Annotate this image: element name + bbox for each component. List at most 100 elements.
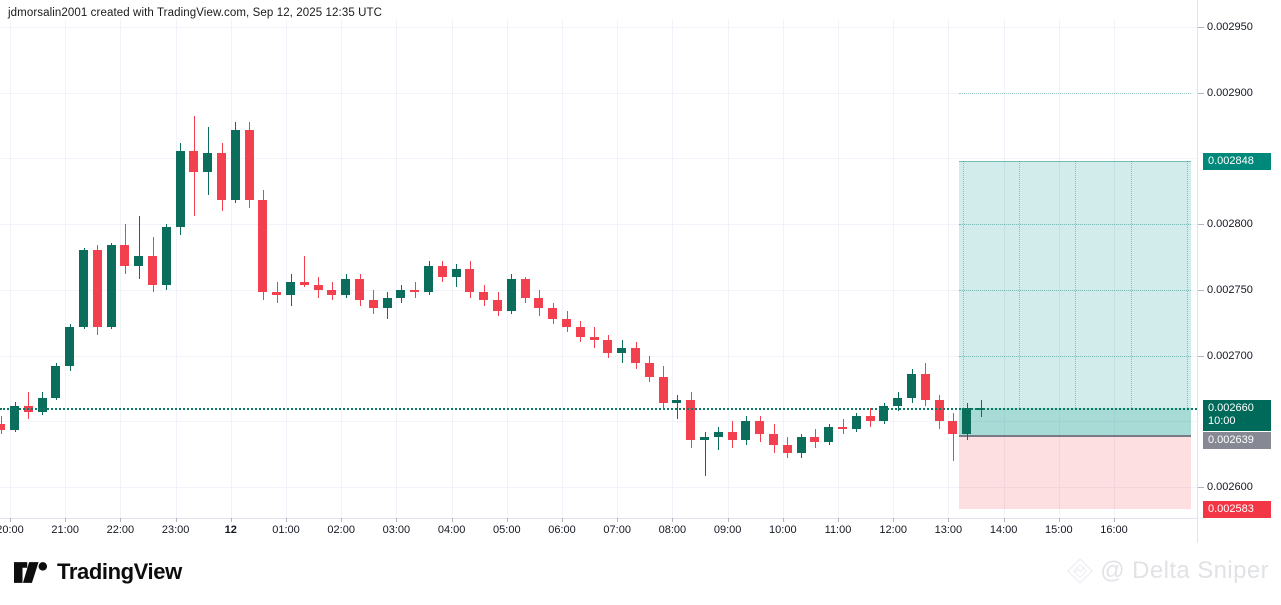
zone-guide-line bbox=[959, 224, 1191, 226]
stop-loss-zone[interactable] bbox=[959, 435, 1191, 510]
chart-footer: TradingView @ Delta Sniper bbox=[0, 543, 1281, 605]
price-axis-tick: 0.002900 bbox=[1198, 86, 1253, 99]
time-tick-mark bbox=[286, 518, 287, 522]
candle-body bbox=[92, 250, 102, 327]
horizontal-gridline bbox=[0, 487, 1197, 488]
current-price-badge[interactable]: 0.002660 10:00 bbox=[1203, 400, 1271, 432]
candle-body bbox=[355, 279, 364, 301]
time-axis-tick-label: 20:00 bbox=[0, 524, 24, 536]
chart-plot-area[interactable] bbox=[0, 20, 1197, 518]
current-price-line[interactable] bbox=[0, 408, 1197, 411]
horizontal-gridline bbox=[0, 421, 1197, 423]
candle-body bbox=[506, 279, 516, 311]
candle-body bbox=[396, 289, 406, 298]
time-tick-mark bbox=[230, 518, 232, 522]
price-axis-tick: 0.002800 bbox=[1198, 218, 1253, 231]
candle-body bbox=[603, 339, 613, 353]
candle-wick bbox=[304, 255, 305, 288]
time-tick-mark bbox=[1058, 518, 1060, 522]
stop-loss-price-badge[interactable]: 0.002583 bbox=[1203, 501, 1271, 519]
candle-body bbox=[534, 297, 544, 309]
vertical-gridline bbox=[230, 20, 232, 518]
channel-watermark: @ Delta Sniper bbox=[1067, 557, 1269, 585]
price-axis-tick-label: 0.002900 bbox=[1207, 86, 1253, 99]
time-tick-mark bbox=[672, 518, 674, 522]
tradingview-brand[interactable]: TradingView bbox=[14, 559, 182, 585]
time-axis[interactable]: 20:00 21:00 22:00 23:00 12 01:00 02:00 03:00 04:… bbox=[0, 518, 1197, 543]
candle-wick bbox=[718, 426, 719, 451]
horizontal-gridline bbox=[0, 224, 1197, 226]
candle-body bbox=[134, 255, 144, 267]
candle-body bbox=[493, 300, 502, 311]
candle-body bbox=[644, 363, 654, 377]
entry-zone[interactable] bbox=[959, 408, 1191, 436]
time-axis-tick-label: 02:00 bbox=[327, 524, 355, 536]
candle-body bbox=[327, 289, 337, 296]
horizontal-gridline bbox=[0, 92, 1197, 94]
price-axis-tick-label: 0.002800 bbox=[1207, 218, 1253, 231]
zone-guide-line bbox=[1075, 161, 1076, 409]
vertical-gridline bbox=[727, 20, 729, 518]
tradingview-wordmark: TradingView bbox=[57, 559, 182, 584]
entry-line[interactable] bbox=[959, 434, 1191, 437]
time-axis-tick-label: 09:00 bbox=[713, 524, 742, 536]
price-axis-tick-label: 0.002700 bbox=[1207, 349, 1253, 362]
tick-mark bbox=[1198, 289, 1204, 291]
candle-body bbox=[562, 318, 571, 327]
candle-body bbox=[865, 416, 875, 422]
candle-body bbox=[0, 423, 6, 431]
candle-body bbox=[410, 289, 420, 293]
candle-body bbox=[672, 400, 682, 403]
watermark-text: @ Delta Sniper bbox=[1100, 557, 1269, 584]
candle-body bbox=[548, 308, 558, 319]
candle-body bbox=[769, 434, 778, 445]
time-axis-tick-label: 13:00 bbox=[934, 524, 963, 536]
time-tick-mark bbox=[396, 518, 398, 522]
take-profit-line[interactable] bbox=[959, 161, 1191, 163]
price-axis-tick: 0.002750 bbox=[1198, 284, 1253, 296]
candle-body bbox=[10, 405, 19, 431]
tick-mark bbox=[1198, 355, 1204, 357]
candle-body bbox=[962, 408, 972, 435]
time-tick-mark bbox=[617, 518, 619, 522]
candle-body bbox=[700, 437, 709, 440]
vertical-gridline bbox=[65, 20, 67, 518]
time-axis-tick-label: 07:00 bbox=[603, 524, 631, 536]
candle-body bbox=[175, 150, 185, 227]
candle-body bbox=[244, 129, 254, 201]
time-tick-mark bbox=[10, 518, 11, 522]
vertical-gridline bbox=[10, 20, 11, 518]
time-axis-tick-label: 16:00 bbox=[1100, 524, 1128, 536]
candle-wick bbox=[953, 413, 954, 461]
candle-wick bbox=[705, 431, 706, 477]
take-profit-price-badge[interactable]: 0.002848 bbox=[1203, 153, 1271, 171]
candle-body bbox=[258, 200, 268, 293]
candle-body bbox=[51, 366, 61, 398]
time-tick-mark bbox=[782, 518, 784, 522]
take-profit-zone[interactable] bbox=[959, 161, 1191, 409]
time-tick-mark bbox=[175, 518, 177, 522]
entry-price-badge[interactable]: 0.002639 bbox=[1203, 431, 1271, 449]
price-axis[interactable]: 0.002950 0.002900 0.002800 0.002750 0.002700… bbox=[1197, 0, 1281, 543]
candle-body bbox=[272, 292, 282, 296]
vertical-gridline bbox=[893, 20, 895, 518]
candle-body bbox=[37, 397, 47, 413]
candle-body bbox=[948, 421, 958, 435]
vertical-gridline bbox=[286, 20, 287, 518]
candle-body bbox=[851, 416, 861, 430]
time-tick-mark bbox=[562, 518, 563, 522]
candle-body bbox=[79, 250, 88, 327]
vertical-gridline bbox=[120, 20, 122, 518]
zone-guide-line bbox=[959, 289, 1191, 291]
time-axis-tick-label: 01:00 bbox=[272, 524, 300, 536]
candle-body bbox=[727, 431, 737, 440]
candle-wick bbox=[277, 281, 278, 303]
time-tick-mark bbox=[1114, 518, 1115, 522]
horizontal-gridline bbox=[0, 289, 1197, 291]
candle-body bbox=[465, 268, 475, 293]
candle-body bbox=[893, 397, 903, 406]
vertical-gridline bbox=[506, 20, 508, 518]
current-price-value: 0.002660 bbox=[1208, 402, 1254, 415]
price-axis-tick: 0.002600 bbox=[1198, 481, 1253, 493]
